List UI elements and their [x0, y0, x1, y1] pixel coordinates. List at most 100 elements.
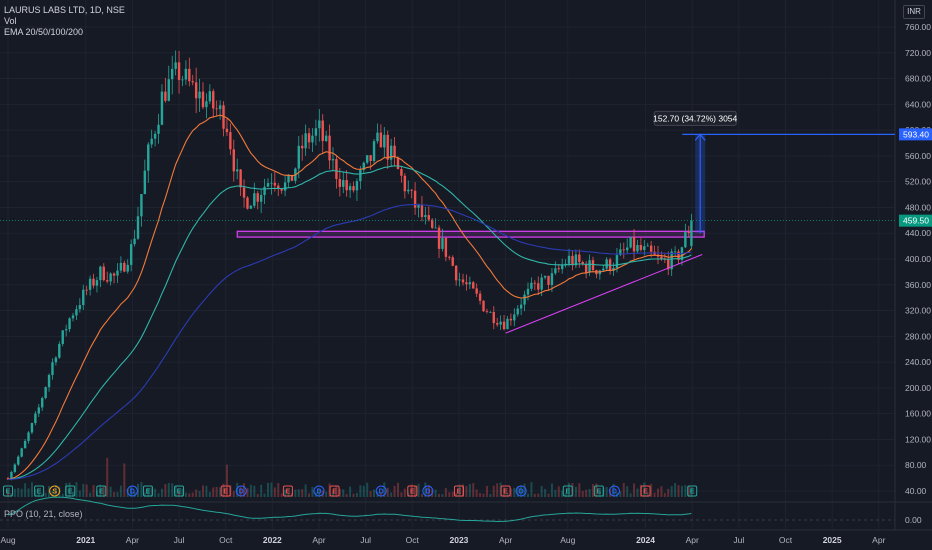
currency-button[interactable]: INR [903, 5, 925, 19]
earnings-marker [593, 485, 604, 497]
volume-bar [424, 482, 427, 497]
candle-body [181, 79, 184, 81]
event-marker-label: D [316, 489, 321, 496]
measure-label: 152.70 (34.72%) 3054 [653, 113, 737, 123]
volume-bar [379, 492, 382, 497]
volume-bar [526, 493, 529, 497]
volume-bar [383, 482, 386, 497]
volume-bar [82, 483, 85, 497]
volume-bar [171, 483, 174, 497]
volume-bar [489, 493, 492, 497]
candle-body [311, 135, 314, 143]
y-tick-label: 680.00 [905, 74, 931, 84]
candle-body [667, 259, 670, 270]
volume-bar [191, 492, 194, 497]
volume-bar [284, 489, 287, 497]
volume-bar [150, 487, 153, 497]
dividend-marker [235, 485, 247, 497]
candle-body [20, 448, 23, 457]
candle-body [58, 343, 61, 358]
rising-trendline [505, 254, 703, 334]
volume-bar [113, 492, 116, 497]
volume-bar [335, 485, 338, 497]
volume-bar [612, 483, 615, 497]
volume-bar [540, 485, 543, 497]
candle-body [126, 264, 129, 272]
candle-body [177, 62, 181, 80]
candle-body [112, 273, 116, 276]
candle-body [82, 289, 85, 306]
event-marker-label: E [99, 489, 104, 496]
candle-body [530, 282, 533, 289]
x-tick-label: Apr [872, 535, 885, 545]
split-marker [49, 485, 61, 497]
volume-bar [506, 493, 509, 497]
grid [0, 0, 932, 531]
candle-body [454, 265, 458, 281]
candle-body [232, 149, 235, 172]
candle-body [75, 309, 78, 316]
volume-bar [143, 492, 146, 497]
volume-bar [249, 484, 252, 497]
volume-bar [109, 486, 112, 497]
candle-body [591, 260, 595, 271]
volume-bar [219, 487, 222, 497]
volume-bar [68, 482, 71, 497]
volume-bar [318, 489, 321, 497]
symbol-title: LAURUS LABS LTD, 1D, NSE [4, 5, 125, 15]
earnings-marker [34, 485, 45, 497]
volume-bar [205, 485, 208, 497]
volume-bar [544, 489, 547, 497]
volume-bar [400, 492, 403, 497]
volume-bar [89, 492, 92, 497]
candle-body [133, 238, 136, 245]
event-marker-label: E [410, 489, 415, 496]
volume-bar [41, 493, 44, 497]
volume-bar [359, 485, 362, 497]
volume-bar [184, 492, 187, 497]
candle-body [639, 245, 643, 250]
volume-bar [48, 486, 51, 497]
volume-bar [636, 488, 639, 497]
volume-bar [338, 488, 341, 497]
x-tick-label: Apr [126, 535, 139, 545]
candle-body [208, 91, 212, 102]
volume-bar [393, 485, 396, 497]
candle-body [92, 278, 95, 286]
candle-body [280, 189, 283, 191]
volume-bar [273, 487, 276, 497]
x-tick-label: 2025 [823, 535, 842, 545]
candle-body [259, 195, 263, 202]
volume-bar [677, 485, 680, 497]
candle-body [643, 246, 646, 250]
volume-bar [154, 488, 157, 497]
volume-bar [37, 493, 40, 497]
candle-body [109, 273, 112, 282]
event-marker-label: S [52, 489, 57, 496]
x-tick-label: Jul [733, 535, 744, 545]
volume-bar [475, 489, 478, 497]
candle-body [307, 133, 311, 143]
volume-bar [465, 485, 468, 497]
candle-body [17, 456, 20, 465]
volume-bar [547, 493, 550, 497]
y-tick-label: 280.00 [905, 331, 931, 341]
candle-body [47, 374, 51, 388]
candle-body [502, 321, 506, 330]
candle-body [578, 254, 581, 262]
candle-body [328, 135, 331, 161]
volume-bar [492, 485, 495, 497]
volume-bar [591, 484, 594, 497]
y-tick-label: 160.00 [905, 409, 931, 419]
volume-bar [345, 493, 348, 497]
candle-body [10, 471, 13, 480]
candle-body [632, 237, 636, 252]
candle-body [71, 315, 75, 319]
candle-body [451, 257, 454, 266]
candle-body [102, 266, 105, 281]
target-price-text: 593.40 [903, 129, 929, 139]
earnings-marker [562, 485, 573, 497]
y-tick-label: 760.00 [905, 22, 931, 32]
candle-body [229, 132, 232, 150]
